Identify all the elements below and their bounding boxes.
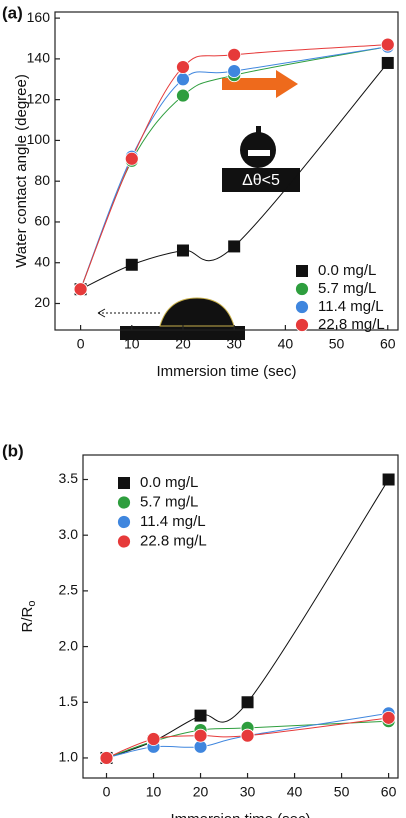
marker (73, 282, 88, 297)
x-tick-label: 50 (334, 784, 350, 800)
marker (117, 534, 131, 549)
marker (241, 696, 254, 709)
y-tick-label: 1.5 (59, 693, 79, 709)
legend-entry: 0.0 mg/L (118, 474, 198, 491)
marker (124, 151, 139, 166)
y-tick-label: 1.0 (59, 749, 79, 765)
marker (381, 56, 394, 69)
marker (176, 72, 190, 87)
x-tick-label: 30 (240, 784, 256, 800)
marker (227, 47, 242, 62)
x-tick-label: 0 (103, 784, 111, 800)
y-tick-label: 2.5 (59, 582, 79, 598)
marker (380, 37, 395, 52)
y-tick-label: 40 (34, 253, 50, 269)
plot-frame (54, 11, 399, 331)
legend-entry: 22.8 mg/L (117, 532, 207, 549)
legend-entry: 0.0 mg/L (296, 262, 376, 279)
marker (296, 265, 308, 277)
panel-label: (a) (2, 3, 23, 22)
x-tick-label: 60 (381, 784, 397, 800)
x-axis-title: Immersion time (sec) (156, 363, 296, 380)
y-tick-label: 100 (27, 131, 51, 147)
legend-entry: 5.7 mg/L (295, 280, 376, 297)
y-axis-title-main: R/R (19, 606, 36, 632)
marker (240, 728, 255, 743)
marker (381, 710, 396, 725)
x-tick-label: 40 (278, 336, 294, 352)
y-tick-label: 20 (34, 294, 50, 310)
marker (382, 473, 395, 486)
y-tick-label: 60 (34, 213, 50, 229)
panel-label: (b) (2, 441, 24, 460)
x-tick-label: 30 (226, 336, 242, 352)
marker (117, 515, 131, 529)
x-tick-label: 60 (380, 336, 396, 352)
marker (117, 495, 131, 510)
x-tick-label: 20 (193, 784, 209, 800)
marker (125, 258, 138, 271)
x-tick-label: 40 (287, 784, 303, 800)
y-tick-label: 160 (27, 9, 51, 25)
legend-label: 22.8 mg/L (318, 316, 385, 333)
legend-label: 11.4 mg/L (318, 298, 384, 315)
annotation: Δθ<5 (242, 172, 280, 189)
legend-label: 0.0 mg/L (140, 474, 198, 491)
x-tick-label: 20 (175, 336, 191, 352)
marker (176, 244, 189, 257)
legend-entry: 5.7 mg/L (117, 493, 198, 510)
legend-entry: 22.8 mg/L (295, 316, 385, 333)
y-tick-label: 80 (34, 172, 50, 188)
x-tick-label: 0 (77, 336, 85, 352)
marker (295, 318, 309, 332)
y-axis-title: R/Ro (19, 601, 38, 633)
y-tick-label: 120 (27, 90, 51, 106)
legend-label: 22.8 mg/L (140, 532, 207, 549)
legend-label: 0.0 mg/L (318, 262, 376, 279)
x-tick-label: 10 (146, 784, 162, 800)
legend-entry: 11.4 mg/L (295, 298, 384, 315)
marker (295, 300, 309, 314)
marker (118, 477, 130, 489)
legend-label: 5.7 mg/L (318, 280, 376, 297)
legend-label: 11.4 mg/L (140, 513, 206, 530)
y-tick-label: 3.0 (59, 526, 79, 542)
marker (227, 64, 242, 79)
y-tick-label: 3.5 (59, 470, 79, 486)
marker (176, 60, 190, 74)
plot-frame (82, 454, 399, 779)
y-tick-label: 140 (27, 50, 51, 66)
marker (99, 751, 114, 765)
marker (194, 709, 207, 722)
marker (228, 240, 241, 253)
marker (176, 88, 190, 103)
x-tick-label: 10 (124, 336, 140, 352)
marker (193, 728, 208, 743)
droplet-flat (97, 297, 245, 340)
y-tick-label: 2.0 (59, 637, 79, 653)
y-axis-title-main: Water contact angle (degree) (13, 74, 30, 268)
marker (295, 282, 309, 296)
droplet-round: Δθ<5 (222, 126, 300, 192)
marker (146, 732, 161, 746)
legend-label: 5.7 mg/L (140, 493, 198, 510)
y-axis-title: Water contact angle (degree) (13, 74, 30, 268)
legend-entry: 11.4 mg/L (117, 513, 206, 530)
x-tick-label: 50 (329, 336, 345, 352)
y-axis-title-sub: o (26, 601, 38, 607)
x-axis-title: Immersion time (sec) (170, 811, 310, 818)
